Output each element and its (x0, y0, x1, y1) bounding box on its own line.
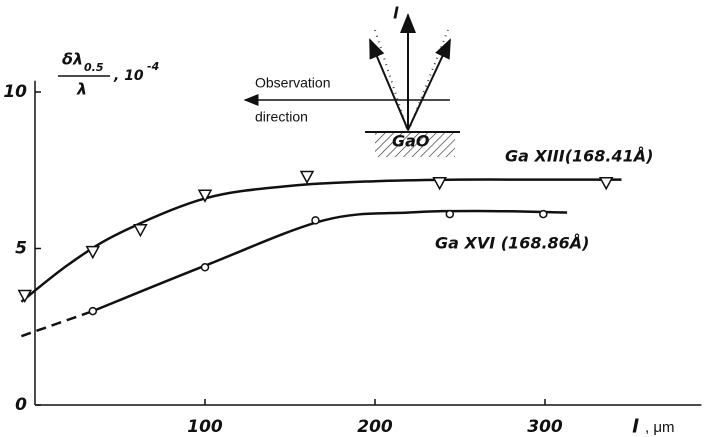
x-tick-label: 100 (187, 417, 223, 437)
y-label-subscript: 0.5 (84, 61, 104, 74)
triangle-marker (133, 223, 148, 238)
inset: l Observation direction GaO (243, 4, 460, 157)
triangle-marker (197, 189, 213, 203)
x-label-unit: , μm (645, 419, 674, 436)
ray-arrow (407, 38, 451, 131)
y-label-denominator: λ (76, 80, 87, 99)
circle-marker (539, 209, 548, 219)
triangle-marker (17, 289, 33, 304)
x-label: l , μm (632, 416, 674, 437)
observation-label: direction (255, 109, 308, 125)
target-label: GaO (392, 132, 430, 151)
y-tick-label: 5 (15, 239, 27, 259)
circle-marker (200, 263, 210, 272)
x-label-symbol: l (632, 416, 639, 437)
y-tick-label: 10 (3, 82, 27, 102)
circle-marker (88, 306, 98, 316)
observation-label: Observation (255, 75, 330, 91)
fit-curve (92, 209, 568, 313)
legend-label: Ga XIII(168.41Å) (505, 147, 653, 166)
x-tick-label: 300 (527, 417, 563, 437)
y-label-unit: , 10 (113, 68, 144, 84)
fit-curve (20, 309, 94, 338)
triangle-marker (598, 177, 614, 191)
legend-label: Ga XVI (168.86Å) (435, 234, 590, 253)
x-tick-label: 200 (357, 417, 393, 437)
ray-arrow (369, 38, 409, 131)
circle-marker (311, 216, 320, 225)
y-tick-label: 0 (15, 395, 27, 415)
circle-marker (445, 209, 455, 219)
triangle-marker (85, 245, 101, 260)
beam-label: l (393, 4, 399, 23)
plasma-cone (374, 29, 449, 135)
y-label: δλ 0.5 λ , 10 -4 (58, 50, 159, 99)
triangle-marker (432, 177, 447, 191)
y-label-numerator: δλ (62, 50, 83, 69)
y-label-exponent: -4 (147, 60, 159, 73)
triangle-marker (299, 170, 315, 185)
target-hatch (375, 133, 455, 157)
